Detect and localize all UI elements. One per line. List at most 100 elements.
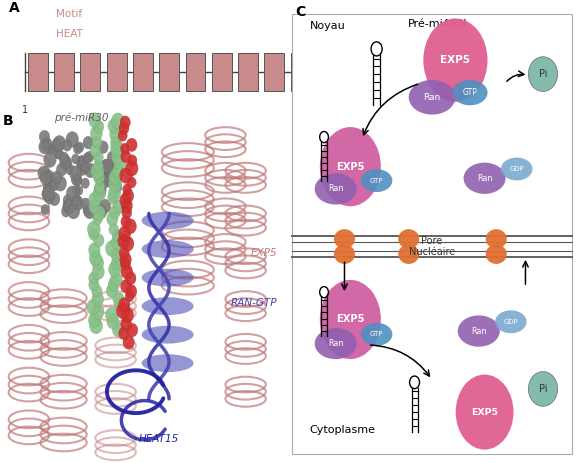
Ellipse shape [112,149,124,164]
Ellipse shape [81,178,90,188]
Ellipse shape [120,258,131,270]
FancyBboxPatch shape [343,53,363,91]
Ellipse shape [119,122,129,134]
Ellipse shape [87,300,99,315]
Ellipse shape [111,248,122,262]
Ellipse shape [88,200,99,213]
Ellipse shape [122,206,132,219]
Ellipse shape [84,163,97,178]
Ellipse shape [121,317,132,331]
Ellipse shape [314,173,357,205]
Ellipse shape [112,181,122,193]
Ellipse shape [142,269,194,287]
Text: EXP5: EXP5 [440,55,470,65]
Ellipse shape [126,138,137,151]
Ellipse shape [314,328,357,359]
Ellipse shape [334,244,355,264]
Ellipse shape [94,170,105,184]
Ellipse shape [528,57,558,92]
Ellipse shape [118,327,129,339]
FancyBboxPatch shape [422,53,442,91]
Ellipse shape [101,159,112,174]
Ellipse shape [39,140,50,154]
FancyBboxPatch shape [186,53,205,91]
Text: 1204: 1204 [537,106,562,115]
FancyBboxPatch shape [212,53,232,91]
Ellipse shape [361,169,392,192]
Ellipse shape [92,136,102,148]
Text: GTP: GTP [370,178,383,183]
FancyBboxPatch shape [369,53,389,91]
Text: Ran: Ran [424,93,440,102]
Ellipse shape [110,140,124,156]
Text: pré-miR30: pré-miR30 [54,112,108,123]
FancyBboxPatch shape [238,53,258,91]
Ellipse shape [63,194,73,206]
FancyBboxPatch shape [291,53,310,91]
Ellipse shape [109,206,120,219]
Text: EXP5: EXP5 [471,407,498,417]
Ellipse shape [118,226,131,241]
Text: Pré-miARN: Pré-miARN [408,19,468,29]
Ellipse shape [93,167,104,180]
Ellipse shape [48,144,56,153]
Ellipse shape [41,204,50,215]
Ellipse shape [77,161,86,172]
Ellipse shape [51,171,62,184]
Ellipse shape [90,144,101,157]
Ellipse shape [53,136,66,151]
Ellipse shape [114,300,124,312]
Text: Noyau: Noyau [309,21,345,31]
Ellipse shape [120,116,131,129]
Text: EXP5: EXP5 [251,248,277,258]
FancyBboxPatch shape [317,53,337,91]
FancyBboxPatch shape [133,53,153,91]
Text: Ran: Ran [477,174,492,183]
Ellipse shape [83,136,94,149]
Ellipse shape [101,159,113,173]
Ellipse shape [142,297,194,315]
Ellipse shape [126,285,137,298]
Ellipse shape [423,19,487,102]
Ellipse shape [93,120,104,133]
Ellipse shape [99,199,111,213]
Ellipse shape [495,310,527,333]
Ellipse shape [92,292,103,307]
FancyBboxPatch shape [527,53,547,91]
Ellipse shape [334,229,355,249]
Ellipse shape [62,140,72,151]
Ellipse shape [72,154,80,164]
Ellipse shape [97,162,109,177]
Ellipse shape [71,173,82,186]
Ellipse shape [88,192,101,207]
Ellipse shape [486,229,507,249]
Ellipse shape [43,182,51,192]
Ellipse shape [119,298,130,311]
Ellipse shape [98,141,108,154]
Ellipse shape [122,236,134,251]
Ellipse shape [94,234,104,247]
Ellipse shape [110,136,121,149]
Ellipse shape [83,153,91,163]
Ellipse shape [71,194,81,206]
Ellipse shape [89,278,99,291]
Text: Ran: Ran [328,339,343,348]
Ellipse shape [88,229,98,240]
Ellipse shape [320,280,381,359]
Ellipse shape [45,184,54,195]
Ellipse shape [112,113,124,129]
Ellipse shape [453,80,487,105]
FancyBboxPatch shape [160,53,179,91]
Ellipse shape [90,126,102,141]
Ellipse shape [108,163,118,175]
Ellipse shape [125,291,134,301]
Ellipse shape [118,234,129,249]
Ellipse shape [409,80,455,114]
Ellipse shape [42,186,55,201]
Ellipse shape [458,315,500,347]
FancyBboxPatch shape [448,53,468,91]
Ellipse shape [44,152,56,168]
Ellipse shape [43,170,54,184]
Ellipse shape [88,113,101,128]
Ellipse shape [61,206,71,217]
